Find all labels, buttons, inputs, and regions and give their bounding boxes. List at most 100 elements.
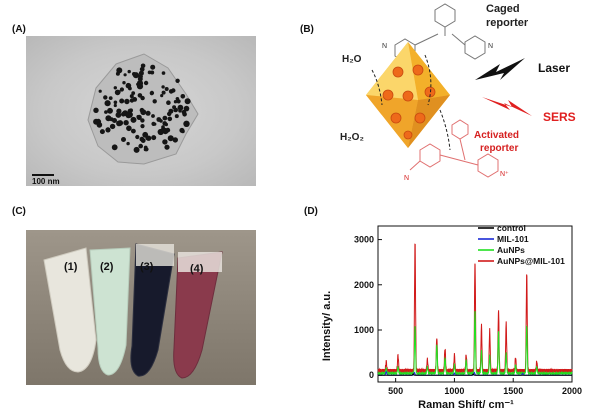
nanoparticle bbox=[162, 115, 168, 121]
tubes-photo: (1) (2) (3) (4) bbox=[26, 230, 256, 385]
nanoparticle bbox=[173, 100, 178, 104]
nanoparticle bbox=[159, 119, 163, 123]
nanoparticle bbox=[152, 99, 157, 104]
nanoparticle bbox=[126, 125, 132, 132]
nanoparticle bbox=[104, 100, 111, 107]
sers-bolt-icon bbox=[482, 97, 532, 116]
nanoparticle bbox=[151, 121, 156, 126]
series-line-control bbox=[378, 373, 572, 376]
scale-bar bbox=[32, 174, 54, 176]
panel-a-label: (A) bbox=[12, 24, 26, 35]
nanoparticle bbox=[105, 115, 112, 122]
tube-1 bbox=[43, 247, 97, 373]
nanoparticle bbox=[161, 71, 166, 75]
nanoparticle bbox=[167, 116, 173, 122]
nanoparticle bbox=[104, 110, 108, 114]
activated-reporter-label-line1: Activated bbox=[474, 130, 519, 141]
nanoparticle bbox=[140, 63, 146, 69]
nanoparticle bbox=[151, 114, 155, 118]
y-tick-label: 1000 bbox=[354, 325, 374, 335]
nanoparticle bbox=[130, 116, 137, 123]
nanoparticle bbox=[161, 85, 165, 89]
nanoparticle bbox=[131, 128, 136, 134]
nanoparticle bbox=[121, 111, 126, 117]
nanoparticle bbox=[161, 90, 166, 95]
nanoparticle bbox=[93, 107, 99, 114]
nanoparticle bbox=[142, 131, 149, 138]
panel-d-label: (D) bbox=[304, 206, 318, 217]
tube-3 bbox=[130, 243, 175, 377]
scale-bar-label: 100 nm bbox=[32, 177, 60, 186]
nanoparticle bbox=[139, 66, 145, 72]
series-line-aunps-mil-101 bbox=[377, 243, 573, 374]
caged-n-left: N bbox=[382, 43, 387, 50]
legend-label: control bbox=[497, 223, 526, 233]
nanoparticle bbox=[113, 103, 117, 108]
nanoparticle bbox=[140, 118, 145, 123]
caged-reporter-molecule bbox=[394, 3, 486, 63]
nanoparticle bbox=[122, 81, 126, 85]
nanoparticle bbox=[164, 144, 170, 150]
x-tick-label: 1000 bbox=[444, 386, 464, 396]
nanoparticle bbox=[96, 122, 103, 128]
h2o-arrow bbox=[371, 69, 383, 106]
nanoparticle bbox=[105, 127, 111, 133]
nanoparticle bbox=[145, 110, 151, 116]
activated-reporter-molecule bbox=[409, 119, 499, 178]
nanoparticle bbox=[117, 90, 121, 94]
mechanism-diagram: N N Caged reporter H₂O H₂O₂ Laser SERS A… bbox=[340, 3, 576, 182]
nanoparticle bbox=[135, 134, 140, 140]
tube-4 bbox=[173, 251, 223, 379]
reporter-in-arrow bbox=[424, 54, 432, 106]
nanoparticle bbox=[132, 72, 140, 79]
chart-axes: 500 1000 1500 2000 0 1000 2000 3000 bbox=[354, 225, 582, 396]
panel-c-label: (C) bbox=[12, 206, 26, 217]
nanoparticle bbox=[136, 115, 140, 119]
nanoparticle bbox=[183, 120, 190, 128]
nanoparticle bbox=[113, 100, 118, 105]
tem-micrograph bbox=[87, 53, 199, 165]
series-line-aunps bbox=[377, 310, 573, 377]
x-axis-label: Raman Shift/ cm⁻¹ bbox=[418, 399, 514, 411]
nanoparticle bbox=[119, 87, 124, 92]
y-tick-label: 0 bbox=[369, 370, 374, 380]
nanoparticle bbox=[98, 89, 102, 93]
nanoparticle bbox=[145, 136, 149, 140]
nanoparticle bbox=[180, 129, 185, 134]
nanoparticle bbox=[173, 107, 178, 113]
nanoparticle bbox=[161, 125, 165, 129]
nanoparticle bbox=[165, 127, 171, 133]
activated-n-left: N bbox=[404, 175, 409, 182]
nanoparticle bbox=[180, 94, 186, 99]
nanoparticle bbox=[109, 123, 116, 130]
legend-label: AuNPs@MIL-101 bbox=[497, 256, 565, 266]
nanoparticle bbox=[121, 137, 126, 142]
nanoparticle bbox=[133, 146, 140, 153]
nanoparticle bbox=[150, 64, 156, 70]
nanoparticle bbox=[178, 109, 182, 113]
reporter-out-arrow bbox=[439, 109, 451, 151]
caged-n-right: N bbox=[488, 43, 493, 50]
h2o-label: H₂O bbox=[342, 54, 362, 65]
legend-label: AuNPs bbox=[497, 245, 525, 255]
laser-label: Laser bbox=[538, 61, 570, 75]
sers-label: SERS bbox=[543, 110, 576, 124]
nanoparticle bbox=[147, 70, 152, 75]
nanoparticle bbox=[179, 106, 183, 110]
panel-b-label: (B) bbox=[300, 24, 314, 35]
x-tick-label: 500 bbox=[388, 386, 403, 396]
gold-nanoparticles bbox=[93, 63, 191, 153]
nanoparticle bbox=[144, 147, 149, 152]
nanoparticle bbox=[172, 137, 178, 143]
x-tick-label: 1500 bbox=[503, 386, 523, 396]
nanoparticle bbox=[160, 94, 164, 98]
nanoparticle bbox=[116, 67, 123, 74]
tube-2 bbox=[89, 247, 131, 376]
gold-spheres bbox=[382, 64, 436, 140]
x-tick-label: 2000 bbox=[562, 386, 582, 396]
nanoparticle bbox=[164, 122, 168, 127]
h2o2-label: H₂O₂ bbox=[340, 132, 364, 143]
nanoparticle bbox=[136, 82, 140, 86]
nanoparticle bbox=[124, 98, 130, 105]
y-tick-label: 2000 bbox=[354, 280, 374, 290]
